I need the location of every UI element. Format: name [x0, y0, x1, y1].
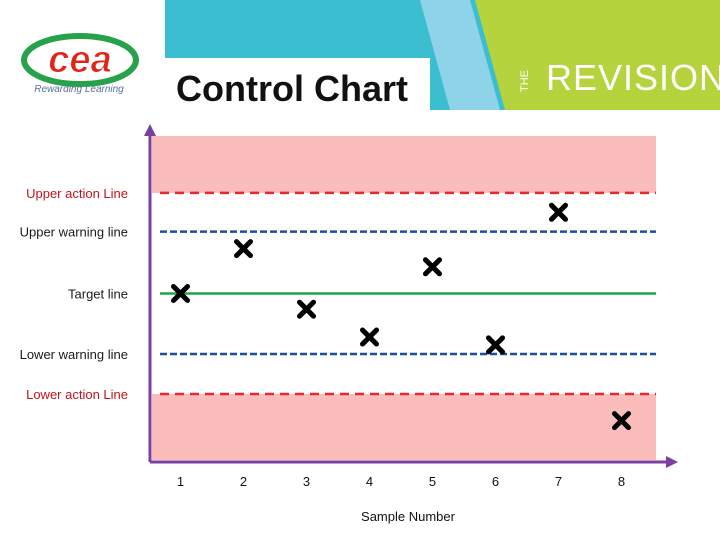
- reference-line-label: Target line: [68, 286, 128, 301]
- reference-labels: Upper action Line Upper warning line Targe…: [20, 186, 128, 402]
- reference-line-label: Lower action Line: [26, 387, 128, 402]
- banner-light-stripe: [420, 0, 500, 110]
- x-tick-label: 6: [492, 474, 499, 489]
- x-axis-arrow: [666, 456, 678, 468]
- cea-logo: cea Rewarding Learning: [21, 33, 139, 95]
- data-point-marker: [234, 239, 253, 259]
- x-tick-label: 5: [429, 474, 436, 489]
- reference-line-label: Upper warning line: [20, 225, 128, 240]
- x-tick-label: 7: [555, 474, 562, 489]
- data-point-marker: [360, 327, 379, 347]
- data-point-marker: [297, 299, 316, 319]
- x-tick-label: 8: [618, 474, 625, 489]
- reference-line-label: Lower warning line: [20, 347, 128, 362]
- upper-action-zone: [152, 136, 656, 193]
- brand-the: THE: [519, 70, 531, 92]
- banner-lime-band: [475, 0, 720, 110]
- x-tick-label: 2: [240, 474, 247, 489]
- x-tick-labels: 1 2 3 4 5 6 7 8: [177, 474, 625, 489]
- revision-brand: THE REVISION: [519, 57, 720, 98]
- x-tick-label: 4: [366, 474, 373, 489]
- data-markers: [171, 202, 631, 431]
- axes: [144, 124, 678, 468]
- cea-tagline: Rewarding Learning: [34, 84, 124, 95]
- y-axis-arrow: [144, 124, 156, 136]
- cea-logo-text: cea: [48, 39, 111, 81]
- x-axis-label: Sample Number: [361, 509, 456, 524]
- chart-title: Control Chart: [176, 68, 408, 109]
- x-tick-label: 1: [177, 474, 184, 489]
- data-point-marker: [612, 411, 631, 431]
- data-point-marker: [549, 202, 568, 222]
- title-white-box: [165, 58, 430, 110]
- reference-line-label: Upper action Line: [26, 186, 128, 201]
- cea-logo-swoosh: [21, 33, 139, 87]
- x-tick-label: 3: [303, 474, 310, 489]
- reference-lines: [160, 191, 656, 396]
- data-point-marker: [486, 335, 505, 355]
- brand-name: REVISION: [546, 57, 720, 98]
- data-point-marker: [423, 257, 442, 277]
- action-zones: [152, 136, 656, 460]
- header-banner: cea Rewarding Learning THE REVISION: [0, 0, 720, 110]
- lower-action-zone: [152, 393, 656, 460]
- data-point-marker: [171, 283, 190, 303]
